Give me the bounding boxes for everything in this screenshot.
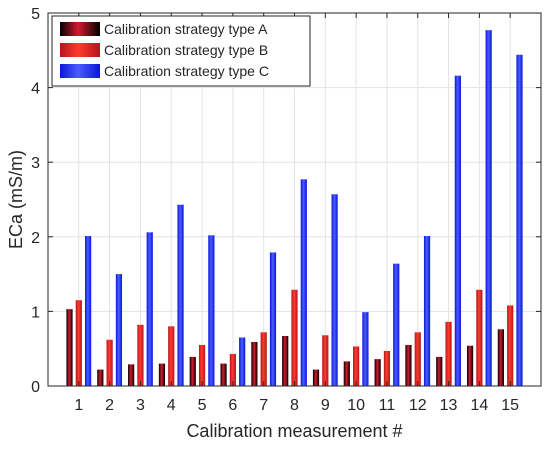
y-axis-label: ECa (mS/m) — [6, 150, 26, 249]
bar-b — [260, 332, 267, 386]
bar-b — [75, 300, 82, 386]
x-tick-label: 15 — [501, 397, 519, 414]
bars — [66, 30, 523, 386]
bar-c — [269, 252, 277, 386]
bar-b — [383, 350, 391, 386]
x-tick-label: 13 — [440, 397, 458, 414]
bar-c — [393, 263, 400, 386]
x-tick-label: 12 — [409, 397, 427, 414]
y-tick-label: 3 — [31, 155, 40, 172]
legend: Calibration strategy type A Calibration s… — [51, 15, 311, 87]
bar-c — [423, 236, 431, 386]
bar-a — [251, 341, 258, 386]
bar-b — [168, 326, 175, 386]
bar-a — [97, 369, 104, 386]
x-tick-label: 4 — [167, 397, 176, 414]
x-tick-label: 14 — [470, 397, 488, 414]
bar-c — [208, 235, 215, 386]
bar-a — [374, 359, 381, 386]
bar-c — [485, 30, 492, 386]
bar-c — [454, 75, 461, 386]
x-axis-label: Calibration measurement # — [186, 421, 402, 441]
x-tick-label: 11 — [379, 397, 396, 414]
x-tick-label: 1 — [74, 397, 83, 414]
x-tick-label: 3 — [136, 397, 145, 414]
legend-swatch — [60, 22, 100, 36]
x-tick-label: 7 — [259, 397, 268, 414]
bar-b — [322, 335, 329, 386]
x-tick-label: 9 — [321, 397, 330, 414]
bar-a — [220, 363, 227, 386]
bar-c — [300, 179, 307, 386]
bar-c — [177, 204, 184, 386]
bar-c — [331, 194, 338, 386]
legend-label: Calibration strategy type B — [104, 42, 268, 58]
bar-b — [507, 305, 514, 386]
bar-b — [414, 332, 421, 386]
y-tick-label: 2 — [31, 230, 40, 247]
bar-b — [229, 353, 236, 386]
legend-swatch — [60, 64, 100, 78]
x-tick-label: 5 — [198, 397, 207, 414]
legend-swatch — [60, 43, 100, 57]
x-tick-label: 8 — [290, 397, 299, 414]
x-tick-label: 2 — [105, 397, 114, 414]
bar-c — [362, 312, 369, 386]
bar-a — [312, 369, 320, 386]
bar-a — [66, 309, 73, 386]
bar-a — [158, 363, 166, 386]
bar-c — [115, 274, 123, 386]
bar-b — [445, 321, 452, 386]
bar-b — [476, 289, 483, 386]
bar-b — [137, 324, 144, 386]
bar-b — [291, 289, 298, 386]
bar-b — [353, 346, 360, 386]
bar-a — [128, 364, 135, 386]
bar-c — [146, 232, 153, 386]
bar-a — [466, 345, 474, 386]
bar-a — [405, 344, 412, 386]
x-tick-label: 10 — [347, 397, 365, 414]
bar-c — [239, 337, 246, 386]
bar-b — [198, 344, 206, 386]
y-tick-label: 0 — [31, 379, 40, 396]
bar-a — [189, 356, 196, 386]
y-tick-label: 5 — [31, 6, 40, 23]
bar-c — [85, 236, 92, 386]
legend-label: Calibration strategy type C — [104, 63, 269, 79]
bar-a — [282, 336, 289, 386]
bar-a — [343, 361, 350, 386]
bar-a — [436, 356, 443, 386]
x-tick-label: 6 — [228, 397, 237, 414]
bar-b — [106, 339, 113, 386]
y-tick-label: 1 — [31, 304, 40, 321]
legend-label: Calibration strategy type A — [104, 21, 268, 37]
bar-a — [497, 329, 504, 386]
y-tick-label: 4 — [31, 81, 40, 98]
bar-c — [516, 54, 523, 386]
